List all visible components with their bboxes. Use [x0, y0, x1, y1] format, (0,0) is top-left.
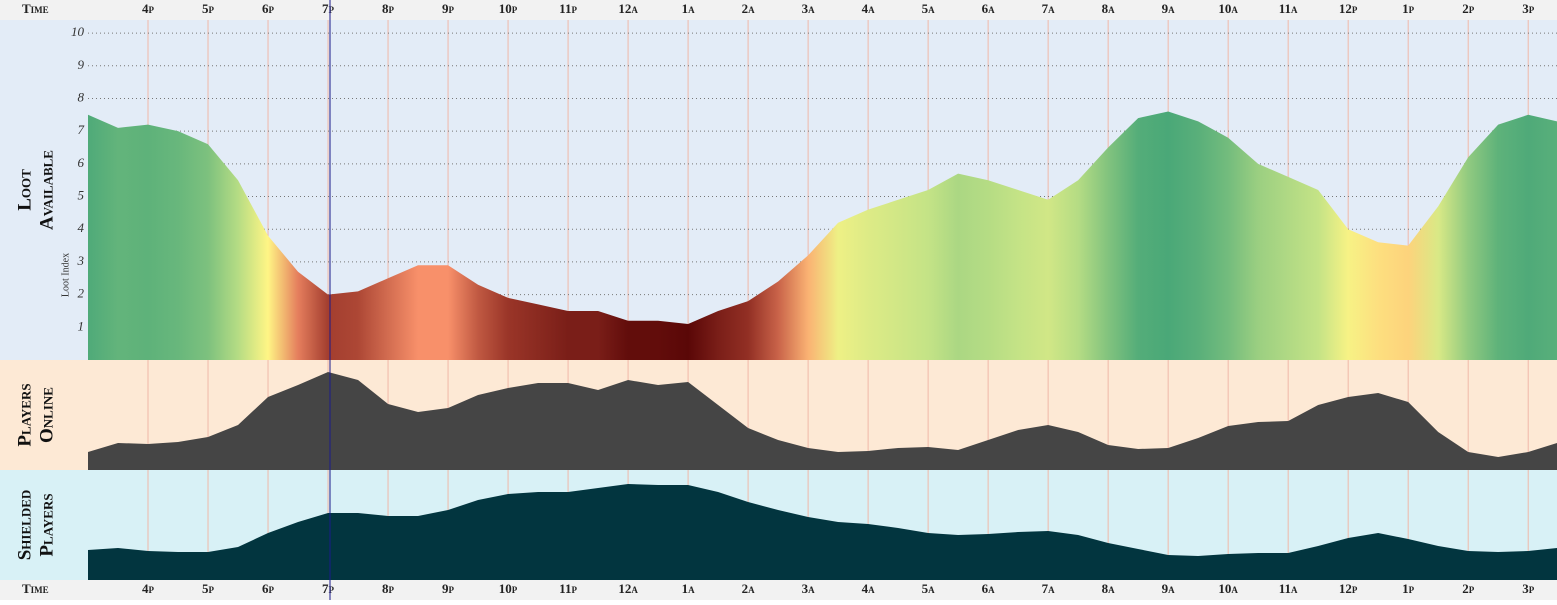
area	[88, 372, 1557, 470]
y-tick-label: 4	[78, 220, 85, 235]
x-tick-label: 1p	[1402, 1, 1415, 16]
x-tick-label: 11p	[559, 1, 577, 16]
x-tick-label: 2p	[1462, 1, 1475, 16]
panel-label: Players	[36, 493, 57, 556]
y-tick-label: 9	[78, 57, 85, 72]
x-tick-label: 8a	[1102, 581, 1116, 596]
x-axis-label: Time	[22, 581, 49, 596]
y-tick-label: 2	[78, 286, 85, 301]
y-tick-label: 3	[77, 253, 85, 268]
y-tick-label: 1	[78, 318, 85, 333]
y-axis-label: Loot Index	[60, 253, 71, 297]
x-tick-label: 5a	[922, 1, 936, 16]
x-tick-label: 10a	[1218, 581, 1238, 596]
x-tick-label: 9p	[442, 581, 455, 596]
x-tick-label: 8p	[382, 1, 395, 16]
x-tick-label: 7a	[1042, 581, 1056, 596]
panel-label: Players	[14, 383, 35, 446]
x-tick-label: 10p	[499, 1, 518, 16]
x-tick-label: 4a	[862, 581, 876, 596]
x-tick-label: 4p	[142, 581, 155, 596]
x-tick-label: 7p	[322, 581, 335, 596]
panel-label: Online	[36, 387, 57, 443]
y-tick-label: 7	[78, 122, 85, 137]
x-tick-label: 4a	[862, 1, 876, 16]
x-tick-label: 2a	[742, 1, 756, 16]
x-tick-label: 3p	[1522, 581, 1535, 596]
x-tick-label: 8p	[382, 581, 395, 596]
panel-label: Loot	[14, 169, 35, 211]
x-tick-label: 7a	[1042, 1, 1056, 16]
x-tick-label: 12p	[1339, 581, 1358, 596]
panel-label: Available	[36, 150, 57, 230]
x-tick-label: 1p	[1402, 581, 1415, 596]
x-tick-label: 1a	[682, 581, 696, 596]
top-axis-bg	[0, 0, 1557, 20]
x-tick-label: 6a	[982, 581, 996, 596]
x-tick-label: 8a	[1102, 1, 1116, 16]
bottom-axis-bg	[0, 580, 1557, 600]
y-tick-label: 6	[78, 155, 85, 170]
x-tick-label: 11a	[1279, 581, 1298, 596]
x-tick-label: 12a	[618, 581, 638, 596]
x-tick-label: 9p	[442, 1, 455, 16]
x-tick-label: 6p	[262, 581, 275, 596]
y-tick-label: 8	[78, 89, 85, 104]
x-tick-label: 4p	[142, 1, 155, 16]
x-tick-label: 3p	[1522, 1, 1535, 16]
x-tick-label: 10a	[1218, 1, 1238, 16]
area	[88, 111, 1557, 361]
x-axis-label: Time	[22, 1, 49, 16]
x-tick-label: 3a	[802, 1, 816, 16]
x-tick-label: 1a	[682, 1, 696, 16]
x-tick-label: 6p	[262, 1, 275, 16]
x-tick-label: 7p	[322, 1, 335, 16]
x-tick-label: 9a	[1162, 581, 1176, 596]
x-tick-label: 11a	[1279, 1, 1298, 16]
x-tick-label: 3a	[802, 581, 816, 596]
x-tick-label: 6a	[982, 1, 996, 16]
x-tick-label: 5p	[202, 1, 215, 16]
x-tick-label: 10p	[499, 581, 518, 596]
x-tick-label: 5p	[202, 581, 215, 596]
x-tick-label: 11p	[559, 581, 577, 596]
x-tick-label: 12p	[1339, 1, 1358, 16]
x-tick-label: 12a	[618, 1, 638, 16]
y-tick-label: 5	[78, 188, 85, 203]
y-tick-label: 10	[71, 24, 85, 39]
x-tick-label: 2p	[1462, 581, 1475, 596]
panel-label: Shielded	[14, 490, 35, 561]
area	[88, 484, 1557, 580]
x-tick-label: 2a	[742, 581, 756, 596]
x-tick-label: 5a	[922, 581, 936, 596]
x-tick-label: 9a	[1162, 1, 1176, 16]
